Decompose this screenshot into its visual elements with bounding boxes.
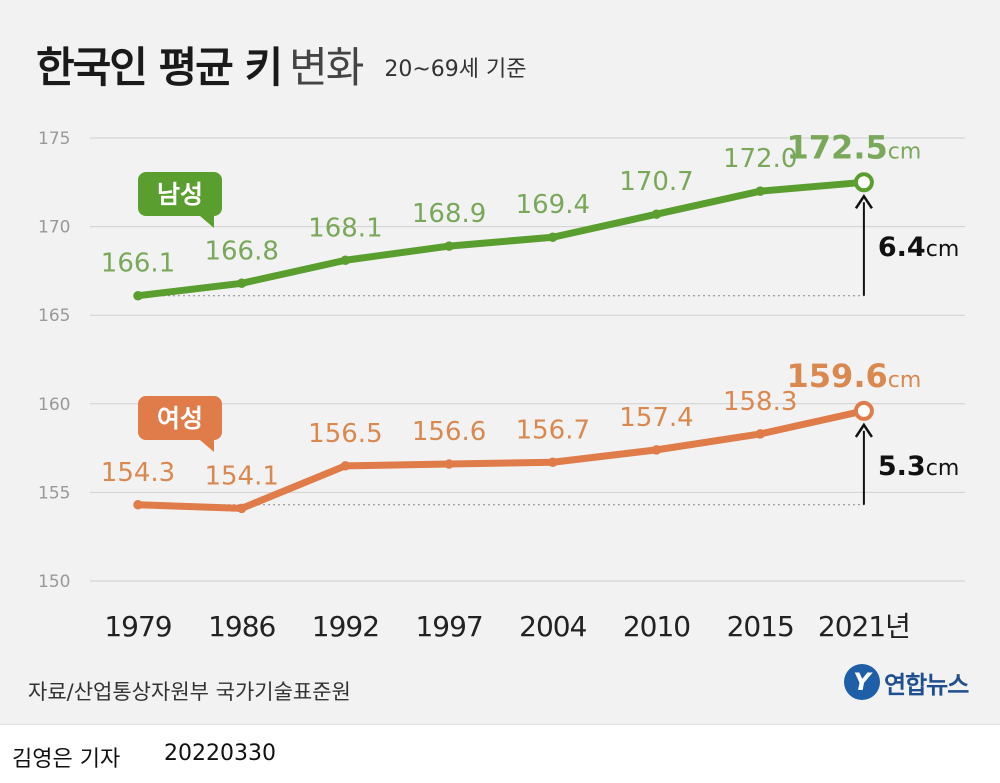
x-tick-label: 1986 bbox=[208, 610, 275, 643]
female-legend-badge-tail bbox=[200, 440, 214, 452]
male-data-point bbox=[133, 290, 143, 301]
title-bold: 한국인 평균 키 bbox=[36, 43, 283, 92]
female-legend-badge-bg bbox=[138, 396, 222, 440]
x-tick-label: 1997 bbox=[415, 610, 482, 643]
male-data-point bbox=[444, 241, 454, 251]
yonhap-logo: Y 연합뉴스 bbox=[844, 664, 969, 700]
chart-title: 한국인 평균 키 변화 20~69세 기준 bbox=[36, 34, 527, 104]
y-tick-label: 160 bbox=[38, 395, 70, 415]
reporter-name: 김영은 기자 bbox=[12, 747, 121, 772]
female-value-label: 157.4 bbox=[619, 403, 693, 433]
y-tick-label: 175 bbox=[38, 129, 70, 149]
female-series-line bbox=[134, 407, 868, 512]
male-data-point bbox=[236, 278, 247, 289]
male-value-label: 166.1 bbox=[101, 249, 175, 279]
female-legend-badge-label: 여성 bbox=[157, 404, 203, 433]
line-chart: 150 155 160 165 170 175 1979 1986 1992 1997 2004 20… bbox=[38, 128, 965, 643]
x-tick-label: 2015 bbox=[727, 610, 794, 643]
male-series-line bbox=[134, 178, 868, 300]
male-value-label: 169.4 bbox=[516, 190, 590, 220]
female-value-label-final: 159.6cm bbox=[787, 357, 922, 395]
female-data-point bbox=[340, 461, 351, 471]
female-change-label: 5.3cm bbox=[878, 451, 959, 482]
yonhap-logo-mark: Y bbox=[844, 664, 880, 700]
male-data-point bbox=[548, 232, 558, 242]
female-endpoint bbox=[853, 400, 874, 421]
male-value-label: 166.8 bbox=[204, 236, 278, 266]
male-value-label: 172.0 bbox=[723, 144, 797, 174]
female-value-label: 156.5 bbox=[308, 419, 382, 449]
female-value-label: 158.3 bbox=[723, 387, 797, 417]
female-data-point bbox=[236, 503, 247, 514]
title-light: 변화 bbox=[289, 43, 364, 92]
male-legend-badge-label: 남성 bbox=[157, 180, 203, 209]
female-value-label: 154.3 bbox=[101, 458, 175, 488]
yonhap-logo-text: 연합뉴스 bbox=[884, 670, 969, 699]
female-value-label: 156.6 bbox=[412, 417, 486, 447]
female-change-arrow-head bbox=[854, 422, 873, 438]
male-value-label: 168.1 bbox=[308, 213, 382, 243]
male-change-label: 6.4cm bbox=[878, 232, 959, 263]
female-data-point bbox=[651, 445, 662, 455]
x-tick-label: 2021년 bbox=[818, 610, 910, 643]
male-value-label-final: 172.5cm bbox=[787, 128, 922, 166]
source-note: 자료/산업통상자원부 국가기술표준원 bbox=[28, 680, 351, 704]
y-tick-label: 150 bbox=[38, 572, 70, 592]
female-data-point bbox=[755, 429, 765, 439]
x-tick-label: 2010 bbox=[623, 610, 690, 643]
x-tick-label: 2004 bbox=[519, 610, 586, 643]
publish-date: 20220330 bbox=[164, 741, 276, 766]
male-data-point bbox=[340, 255, 351, 266]
female-data-point bbox=[548, 457, 558, 468]
x-tick-label: 1992 bbox=[312, 610, 379, 643]
y-tick-label: 165 bbox=[38, 306, 70, 326]
y-tick-label: 170 bbox=[38, 218, 70, 238]
male-value-label: 170.7 bbox=[619, 167, 693, 197]
female-data-point bbox=[133, 500, 143, 510]
male-data-point bbox=[651, 209, 662, 219]
y-tick-label: 155 bbox=[38, 483, 70, 503]
male-legend-badge-tail bbox=[200, 216, 214, 228]
female-value-label: 154.1 bbox=[204, 461, 278, 491]
chart-subtitle: 20~69세 기준 bbox=[384, 57, 527, 82]
male-legend-badge-bg bbox=[138, 172, 222, 216]
x-tick-label: 1979 bbox=[104, 610, 171, 643]
female-value-label: 156.7 bbox=[516, 415, 590, 445]
female-data-point bbox=[444, 459, 454, 469]
male-endpoint bbox=[853, 172, 874, 193]
male-value-label: 168.9 bbox=[412, 199, 486, 229]
male-change-arrow-head bbox=[854, 194, 873, 209]
footer-bar: 김영은 기자 20220330 bbox=[0, 724, 1000, 783]
male-data-point bbox=[755, 186, 765, 196]
